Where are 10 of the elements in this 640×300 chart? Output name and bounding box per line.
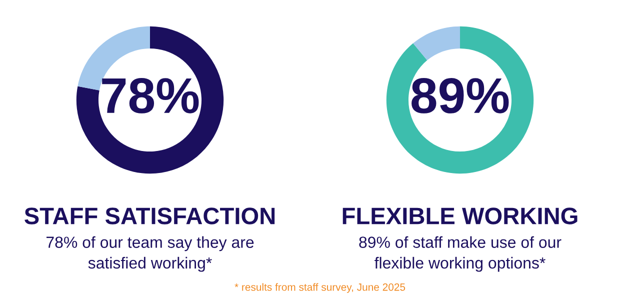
text: 78% of our team say they are satisfied working*: [46, 236, 254, 272]
data-label: 89%: [412, 78, 509, 114]
text: 89% of staff make use of our flexible working options*: [359, 236, 562, 272]
donut-slice: [386, 26, 534, 174]
text: FLEXIBLE WORKING: [342, 208, 578, 224]
donut-slice: [76, 26, 224, 174]
text: * results from staff survey, June 2025: [234, 283, 406, 293]
data-label: 78%: [102, 78, 199, 114]
text: STAFF SATISFACTION: [24, 208, 275, 224]
donut-slice: [413, 26, 460, 60]
